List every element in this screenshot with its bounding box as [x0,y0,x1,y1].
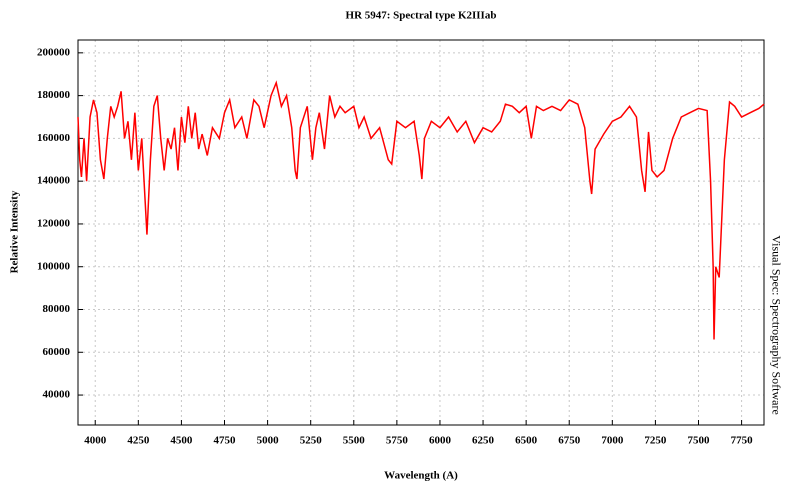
x-tick-label: 5250 [300,435,323,447]
y-tick-label: 160000 [37,132,71,144]
x-tick-label: 7250 [644,435,667,447]
x-tick-label: 6500 [515,435,538,447]
x-tick-label: 4500 [170,435,193,447]
x-tick-label: 5500 [343,435,366,447]
x-tick-label: 6000 [429,435,452,447]
x-tick-label: 4000 [84,435,107,447]
y-tick-label: 60000 [43,346,71,358]
x-tick-label: 4750 [214,435,237,447]
x-tick-label: 7000 [601,435,624,447]
annotation: Visual Spec: Spectrography Software [769,235,783,415]
y-tick-label: 100000 [37,260,71,272]
chart-title: HR 5947: Spectral type K2IIIab [346,10,497,22]
y-tick-label: 140000 [37,175,71,187]
x-tick-label: 6250 [472,435,495,447]
x-tick-label: 6750 [558,435,581,447]
y-tick-label: 200000 [37,46,71,58]
x-tick-label: 5750 [386,435,409,447]
y-tick-label: 40000 [43,389,71,401]
y-tick-label: 80000 [43,303,71,315]
x-tick-label: 7500 [688,435,711,447]
x-tick-label: 5000 [257,435,280,447]
x-tick-label: 7750 [731,435,754,447]
x-tick-label: 4250 [127,435,150,447]
y-tick-label: 120000 [37,217,71,229]
y-axis-label: Relative Intensity [9,190,21,273]
x-axis-label: Wavelength (A) [384,470,458,482]
spectrum-line [77,80,765,340]
plot-frame [77,39,765,426]
y-tick-label: 180000 [37,89,71,101]
